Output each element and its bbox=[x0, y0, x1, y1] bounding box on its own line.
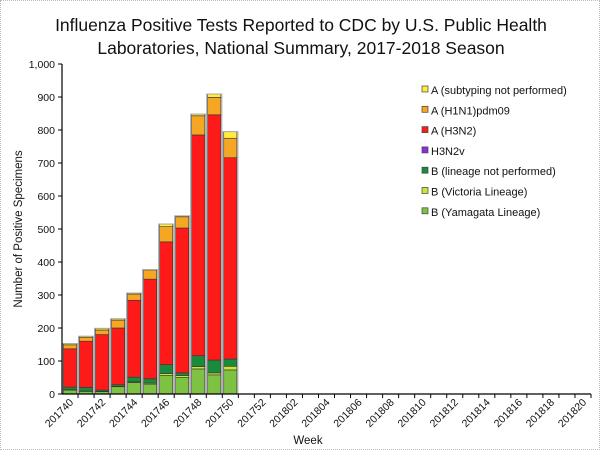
y-tick-label: 600 bbox=[37, 191, 55, 203]
bar-201746-b-lineage-not-performed- bbox=[160, 365, 173, 374]
legend-swatch bbox=[422, 188, 428, 194]
legend-swatch bbox=[422, 167, 428, 173]
bar-201743-a-h3n2- bbox=[112, 328, 125, 385]
bar-201744-b-yamagata-lineage- bbox=[128, 382, 141, 394]
x-axis-label: Week bbox=[293, 435, 322, 447]
x-tick-label: 201816 bbox=[492, 397, 525, 430]
x-tick-label: 201748 bbox=[171, 397, 204, 430]
legend-label: A (subtyping not performed) bbox=[431, 85, 567, 97]
x-tick-label: 201808 bbox=[363, 397, 396, 430]
x-tick-label: 201744 bbox=[107, 397, 140, 430]
bar-201741-b-lineage-not-performed- bbox=[79, 387, 92, 391]
bar-201750-b-lineage-not-performed- bbox=[224, 359, 237, 366]
legend-swatch bbox=[422, 127, 428, 133]
x-tick-label: 201820 bbox=[556, 397, 589, 430]
legend-item-b-yamagata-lineage-: B (Yamagata Lineage) bbox=[422, 207, 540, 219]
x-tick-label: 201740 bbox=[43, 397, 76, 430]
y-tick-label: 400 bbox=[37, 257, 55, 269]
bar-201749-a-h1n1-pdm09 bbox=[208, 97, 221, 114]
y-axis-label: Number of Positive Specimens bbox=[13, 150, 25, 307]
x-tick-label: 201818 bbox=[524, 397, 557, 430]
bar-201750-a-h1n1-pdm09 bbox=[224, 138, 237, 157]
bar-201749-b-lineage-not-performed- bbox=[208, 360, 221, 373]
legend-label: A (H1N1)pdm09 bbox=[431, 105, 510, 117]
y-tick-label: 300 bbox=[37, 290, 55, 302]
legend-item-a-h1n1-pdm09: A (H1N1)pdm09 bbox=[422, 105, 510, 117]
legend-item-h3n2v: H3N2v bbox=[422, 146, 465, 158]
bar-201750-a-subtyping-not-performed- bbox=[224, 132, 237, 139]
x-tick-label: 201814 bbox=[460, 397, 493, 430]
bar-201745-b-lineage-not-performed- bbox=[144, 379, 157, 383]
bar-201742-a-h1n1-pdm09 bbox=[96, 330, 109, 335]
bar-201742-a-h3n2- bbox=[96, 335, 109, 390]
y-tick-label: 900 bbox=[37, 92, 55, 104]
y-tick-label: 800 bbox=[37, 125, 55, 137]
bar-201746-a-h3n2- bbox=[160, 242, 173, 365]
bar-201748-a-h1n1-pdm09 bbox=[192, 116, 205, 135]
x-tick-label: 201750 bbox=[203, 397, 236, 430]
legend-item-b-lineage-not-performed-: B (lineage not performed) bbox=[422, 166, 556, 178]
bar-201749-a-h3n2- bbox=[208, 115, 221, 360]
legend-label: A (H3N2) bbox=[431, 126, 476, 138]
bar-201744-a-h1n1-pdm09 bbox=[128, 294, 141, 300]
bar-201746-a-h1n1-pdm09 bbox=[160, 227, 173, 242]
bar-201747-a-h1n1-pdm09 bbox=[176, 217, 189, 228]
bar-201744-b-lineage-not-performed- bbox=[128, 377, 141, 382]
bar-201750-b-victoria-lineage- bbox=[224, 366, 237, 370]
bar-201743-b-yamagata-lineage- bbox=[112, 387, 125, 394]
x-tick-label: 201746 bbox=[139, 397, 172, 430]
bar-201745-a-h3n2- bbox=[144, 279, 157, 379]
bar-201750-a-h3n2- bbox=[224, 158, 237, 359]
bar-201747-a-h3n2- bbox=[176, 228, 189, 373]
legend-label: B (lineage not performed) bbox=[431, 166, 556, 178]
bar-201747-b-yamagata-lineage- bbox=[176, 378, 189, 395]
legend-label: B (Yamagata Lineage) bbox=[431, 207, 540, 219]
bar-201741-a-h3n2- bbox=[79, 341, 92, 387]
bar-201741-a-h1n1-pdm09 bbox=[79, 337, 92, 341]
legend-label: B (Victoria Lineage) bbox=[431, 187, 527, 199]
bar-201748-b-victoria-lineage- bbox=[192, 367, 205, 369]
bar-201745-b-yamagata-lineage- bbox=[144, 384, 157, 394]
bar-201743-a-h1n1-pdm09 bbox=[112, 320, 125, 328]
bar-201748-b-yamagata-lineage- bbox=[192, 369, 205, 394]
bar-201740-a-h3n2- bbox=[63, 349, 76, 387]
legend-swatch bbox=[422, 106, 428, 112]
x-tick-label: 201812 bbox=[428, 397, 461, 430]
legend-swatch bbox=[422, 147, 428, 153]
bar-201747-b-lineage-not-performed- bbox=[176, 373, 189, 376]
chart-title-line-1: Influenza Positive Tests Reported to CDC… bbox=[55, 15, 547, 35]
legend-item-a-subtyping-not-performed-: A (subtyping not performed) bbox=[422, 85, 567, 97]
legend-label: H3N2v bbox=[431, 146, 465, 158]
y-tick-label: 0 bbox=[49, 389, 55, 401]
bar-201748-a-h3n2- bbox=[192, 135, 205, 356]
legend: A (subtyping not performed) A (H1N1)pdm09… bbox=[422, 85, 567, 219]
bar-201746-b-yamagata-lineage- bbox=[160, 376, 173, 394]
x-tick-label: 201810 bbox=[396, 397, 429, 430]
chart-title-line-2: Laboratories, National Summary, 2017-201… bbox=[97, 38, 504, 58]
legend-swatch bbox=[422, 86, 428, 92]
x-tick-label: 201742 bbox=[75, 397, 108, 430]
bar-201749-b-yamagata-lineage- bbox=[208, 375, 221, 394]
y-tick-label: 700 bbox=[37, 158, 55, 170]
bar-201748-b-lineage-not-performed- bbox=[192, 356, 205, 367]
x-tick-label: 201806 bbox=[331, 397, 364, 430]
bars-group bbox=[62, 94, 237, 394]
bar-201744-a-h3n2- bbox=[128, 300, 141, 377]
x-tick-label: 201752 bbox=[235, 397, 268, 430]
bar-201740-b-lineage-not-performed- bbox=[63, 387, 76, 390]
bar-201745-a-h1n1-pdm09 bbox=[144, 270, 157, 279]
x-tick-label: 201804 bbox=[299, 397, 332, 430]
x-tick-label: 201802 bbox=[267, 397, 300, 430]
y-tick-label: 500 bbox=[37, 224, 55, 236]
legend-item-a-h3n2-: A (H3N2) bbox=[422, 126, 476, 138]
y-tick-label: 100 bbox=[37, 356, 55, 368]
legend-swatch bbox=[422, 208, 428, 214]
bar-201740-a-h1n1-pdm09 bbox=[63, 345, 76, 349]
legend-item-b-victoria-lineage-: B (Victoria Lineage) bbox=[422, 187, 527, 199]
y-tick-label: 200 bbox=[37, 323, 55, 335]
bar-201750-b-yamagata-lineage- bbox=[224, 370, 237, 394]
y-tick-label: 1,000 bbox=[29, 59, 55, 71]
